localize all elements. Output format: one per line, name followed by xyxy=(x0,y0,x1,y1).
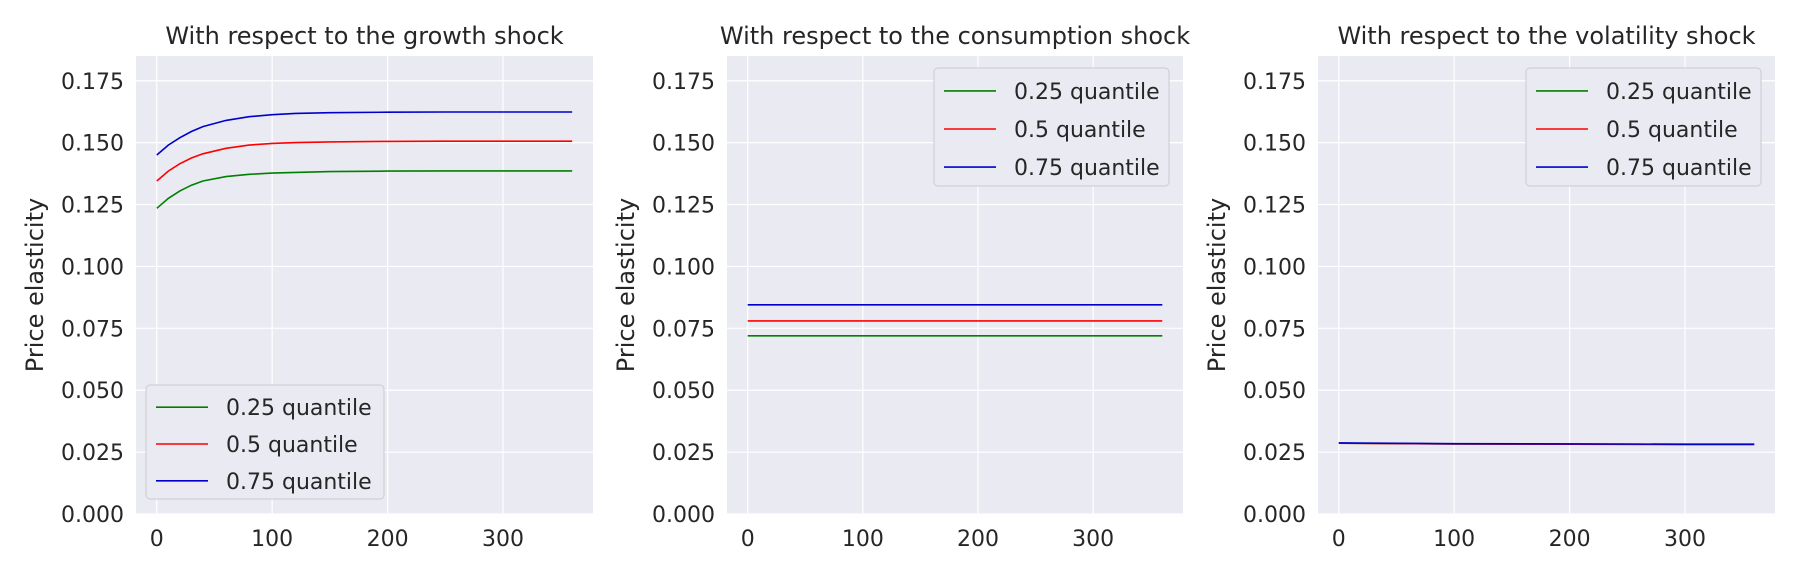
y-tick-label: 0.125 xyxy=(61,194,124,219)
y-tick-label: 0.075 xyxy=(1243,317,1306,342)
y-tick-label: 0.075 xyxy=(652,317,715,342)
series-line-3 xyxy=(156,111,573,156)
chart-panel-2: 0.000 0.025 0.050 0.075 0.100 0.125 0.150 0.175… xyxy=(612,22,1190,552)
y-tick-label: 0.150 xyxy=(652,132,715,157)
y-tick-label: 0.025 xyxy=(1243,441,1306,466)
y-tick-label: 0.075 xyxy=(61,317,124,342)
y-axis-label: Price elasticity xyxy=(21,198,49,372)
x-tick-label: 300 xyxy=(482,527,524,552)
y-tick-label: 0.150 xyxy=(61,132,124,157)
legend-label-2: 0.5 quantile xyxy=(226,433,358,458)
y-axis-label: Price elasticity xyxy=(1203,198,1231,372)
series-line-2 xyxy=(156,140,573,182)
y-tick-label: 0.150 xyxy=(1243,132,1306,157)
chart-title: With respect to the consumption shock xyxy=(720,22,1190,50)
x-tick-label: 300 xyxy=(1072,527,1114,552)
y-tick-label: 0.175 xyxy=(61,70,124,95)
legend: 0.25 quantile 0.5 quantile 0.75 quantile xyxy=(145,384,385,500)
chart-panel-1: 0.000 0.025 0.050 0.075 0.100 0.125 0.150 0.175… xyxy=(21,22,593,552)
x-tick-label: 0 xyxy=(741,527,755,552)
y-tick-label: 0.025 xyxy=(61,441,124,466)
y-tick-label: 0.000 xyxy=(61,503,124,528)
legend-box xyxy=(1525,67,1762,187)
legend-label-1: 0.25 quantile xyxy=(1014,80,1160,105)
chart-panel-3: 0.000 0.025 0.050 0.075 0.100 0.125 0.150 0.175… xyxy=(1203,22,1775,552)
legend: 0.25 quantile 0.5 quantile 0.75 quantile xyxy=(933,67,1170,187)
series-line-3 xyxy=(1338,442,1755,446)
x-tick-label: 100 xyxy=(1433,527,1475,552)
legend-label-2: 0.5 quantile xyxy=(1014,118,1146,143)
chart-title: With respect to the growth shock xyxy=(165,22,563,50)
x-tick-label: 100 xyxy=(251,527,293,552)
x-tick-label: 100 xyxy=(842,527,884,552)
legend-box xyxy=(145,384,385,500)
y-tick-label: 0.125 xyxy=(652,194,715,219)
chart-title: With respect to the volatility shock xyxy=(1337,22,1755,50)
x-tick-label: 300 xyxy=(1664,527,1706,552)
x-tick-label: 200 xyxy=(367,527,409,552)
legend-label-1: 0.25 quantile xyxy=(226,396,372,421)
legend-box xyxy=(933,67,1170,187)
x-tick-label: 0 xyxy=(150,527,164,552)
y-tick-label: 0.175 xyxy=(652,70,715,95)
y-tick-label: 0.000 xyxy=(1243,503,1306,528)
y-tick-label: 0.050 xyxy=(61,379,124,404)
x-tick-label: 200 xyxy=(957,527,999,552)
y-tick-label: 0.050 xyxy=(1243,379,1306,404)
y-tick-label: 0.175 xyxy=(1243,70,1306,95)
series-line-1 xyxy=(156,170,573,209)
y-tick-label: 0.100 xyxy=(1243,255,1306,280)
legend-label-2: 0.5 quantile xyxy=(1606,118,1738,143)
legend-label-3: 0.75 quantile xyxy=(226,470,372,495)
legend-label-3: 0.75 quantile xyxy=(1014,156,1160,181)
legend-label-1: 0.25 quantile xyxy=(1606,80,1752,105)
legend-label-3: 0.75 quantile xyxy=(1606,156,1752,181)
y-tick-label: 0.000 xyxy=(652,503,715,528)
y-tick-label: 0.050 xyxy=(652,379,715,404)
y-tick-label: 0.100 xyxy=(652,255,715,280)
y-axis-label: Price elasticity xyxy=(612,198,640,372)
x-tick-label: 0 xyxy=(1332,527,1346,552)
y-tick-label: 0.100 xyxy=(61,255,124,280)
x-tick-label: 200 xyxy=(1549,527,1591,552)
legend: 0.25 quantile 0.5 quantile 0.75 quantile xyxy=(1525,67,1762,187)
y-tick-label: 0.125 xyxy=(1243,194,1306,219)
y-tick-label: 0.025 xyxy=(652,441,715,466)
